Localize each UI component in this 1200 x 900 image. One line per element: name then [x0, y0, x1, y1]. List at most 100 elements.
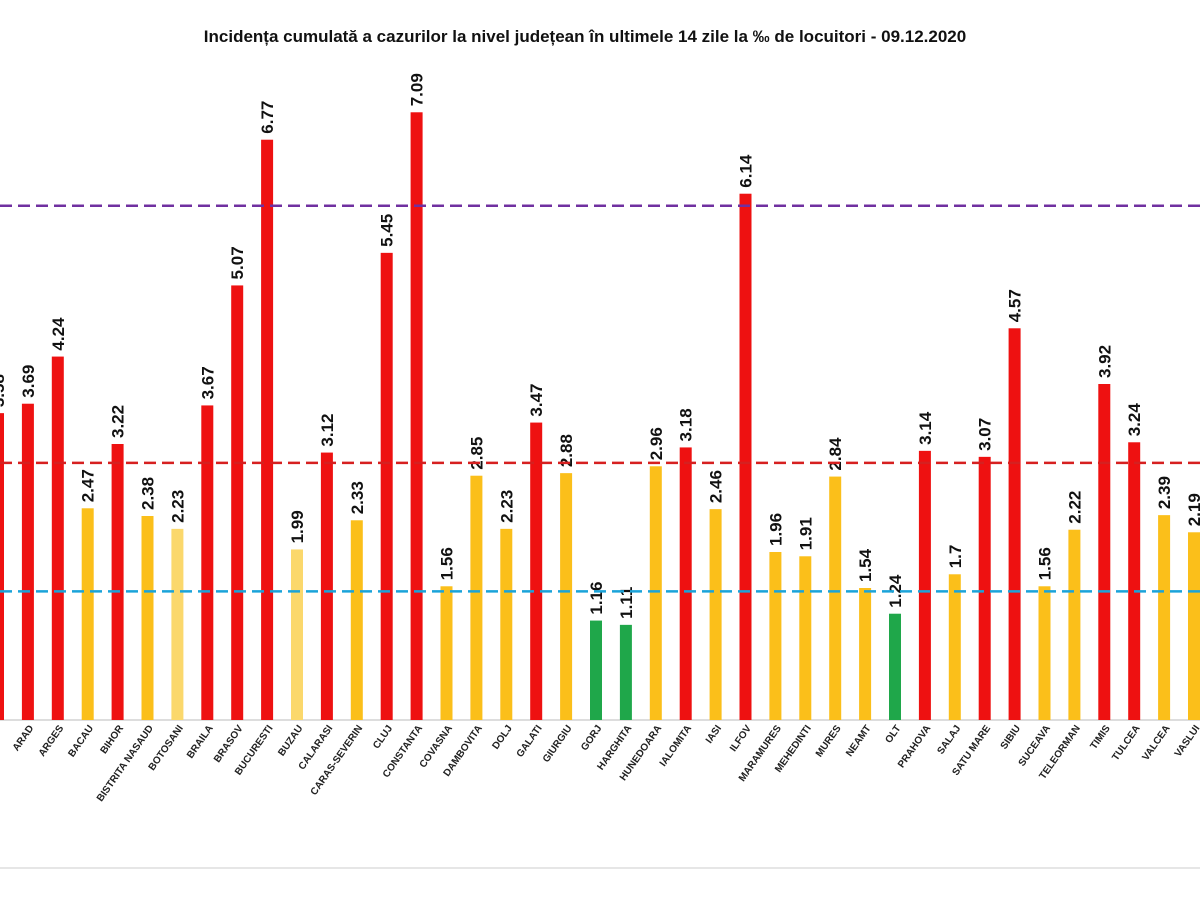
- value-label: 1.7: [946, 545, 965, 569]
- value-label: 3.14: [916, 411, 935, 445]
- value-label: 2.22: [1065, 491, 1084, 524]
- bar: [410, 112, 423, 721]
- value-label: 3.18: [677, 408, 696, 441]
- bar: [1188, 532, 1200, 720]
- bar: [889, 613, 901, 720]
- bar: [350, 520, 363, 720]
- bar: [1128, 442, 1141, 720]
- value-label: 2.96: [647, 427, 666, 460]
- bar: [829, 476, 842, 720]
- x-tick-label: ILFOV: [728, 723, 754, 754]
- x-tick-label: BUZAU: [276, 723, 305, 758]
- bar: [530, 422, 543, 720]
- bar: [500, 528, 513, 720]
- value-label: 1.91: [796, 517, 815, 550]
- x-tick-label: VALCEA: [1140, 723, 1172, 762]
- value-label: 2.47: [79, 469, 98, 502]
- bar: [560, 473, 573, 720]
- bar: [1038, 586, 1051, 720]
- value-label: 7.09: [408, 73, 427, 106]
- bar: [320, 452, 333, 720]
- value-label: 4.57: [1006, 289, 1025, 322]
- bar: [21, 403, 34, 720]
- x-tick-label: CARAS-SEVERIN: [309, 723, 366, 797]
- value-label: 3.58: [0, 374, 8, 407]
- x-tick-label: BISTRITA NASAUD: [95, 723, 156, 803]
- bar: [440, 586, 453, 720]
- bar: [978, 456, 991, 720]
- bar: [261, 139, 274, 720]
- bar: [291, 549, 303, 720]
- value-label: 5.45: [378, 214, 397, 247]
- value-label: 3.22: [109, 405, 128, 438]
- value-label: 1.24: [886, 574, 905, 608]
- bar: [470, 475, 483, 720]
- bar: [171, 528, 184, 720]
- bar: [1068, 529, 1081, 720]
- bar: [231, 285, 244, 720]
- value-label: 1.16: [587, 581, 606, 614]
- x-tick-label: SALAJ: [935, 723, 963, 756]
- value-label: 1.56: [438, 547, 457, 580]
- value-label: 3.67: [198, 366, 217, 399]
- value-label: 1.56: [1036, 547, 1055, 580]
- value-label: 3.92: [1095, 345, 1114, 378]
- x-tick-label: NEAMT: [844, 723, 873, 758]
- value-label: 1.54: [856, 548, 875, 582]
- x-tick-label: BIHOR: [99, 723, 127, 756]
- value-label: 3.12: [318, 413, 337, 446]
- bar: [1158, 515, 1171, 720]
- bar: [649, 466, 662, 720]
- value-label: 2.38: [139, 477, 158, 510]
- bar: [201, 405, 214, 720]
- value-label: 6.77: [258, 101, 277, 134]
- bar: [769, 552, 782, 720]
- bar: [1008, 328, 1021, 720]
- value-label: 2.88: [557, 434, 576, 467]
- value-label: 2.85: [467, 437, 486, 470]
- value-label: 1.11: [617, 587, 636, 619]
- x-tick-label: MURES: [814, 723, 844, 759]
- value-label: 4.24: [49, 317, 68, 351]
- x-tick-label: GIURGIU: [541, 723, 575, 764]
- bar: [619, 624, 632, 720]
- bar: [799, 556, 812, 720]
- value-label: 3.24: [1125, 403, 1144, 437]
- value-label: 3.07: [976, 418, 995, 451]
- bar: [859, 588, 872, 720]
- bar: [81, 508, 94, 720]
- bar: [111, 444, 124, 720]
- value-label: 2.39: [1155, 476, 1174, 509]
- bar: [679, 447, 692, 720]
- bar: [918, 450, 931, 720]
- bar: [709, 509, 722, 720]
- x-tick-label: DOLJ: [490, 723, 514, 751]
- value-label: 2.19: [1185, 493, 1200, 526]
- value-label: 2.23: [168, 490, 187, 523]
- value-label: 2.84: [826, 437, 845, 471]
- x-tick-label: OLT: [883, 723, 903, 745]
- bar: [0, 413, 4, 720]
- value-label: 1.99: [288, 510, 307, 543]
- bar: [590, 620, 602, 720]
- value-label: 3.47: [527, 383, 546, 416]
- value-label: 3.69: [19, 365, 38, 398]
- bar: [1098, 384, 1111, 720]
- bar: [739, 193, 752, 720]
- value-label: 6.14: [737, 154, 756, 188]
- x-tick-label: VASLUI: [1173, 723, 1200, 759]
- x-tick-label: GORJ: [579, 723, 604, 753]
- x-tick-label: ARAD: [11, 723, 37, 753]
- chart-title: Incidența cumulată a cazurilor la nivel …: [204, 27, 966, 46]
- value-label: 2.46: [707, 470, 726, 503]
- x-tick-label: ARGES: [37, 723, 67, 759]
- value-label: 5.07: [228, 246, 247, 279]
- x-tick-label: BACAU: [66, 723, 96, 759]
- x-tick-label: BRAILA: [185, 723, 216, 760]
- x-tick-label: CLUJ: [371, 723, 395, 751]
- bar: [948, 574, 961, 720]
- x-tick-label: IASI: [704, 723, 724, 745]
- value-label: 1.96: [766, 513, 785, 546]
- bar: [51, 356, 64, 720]
